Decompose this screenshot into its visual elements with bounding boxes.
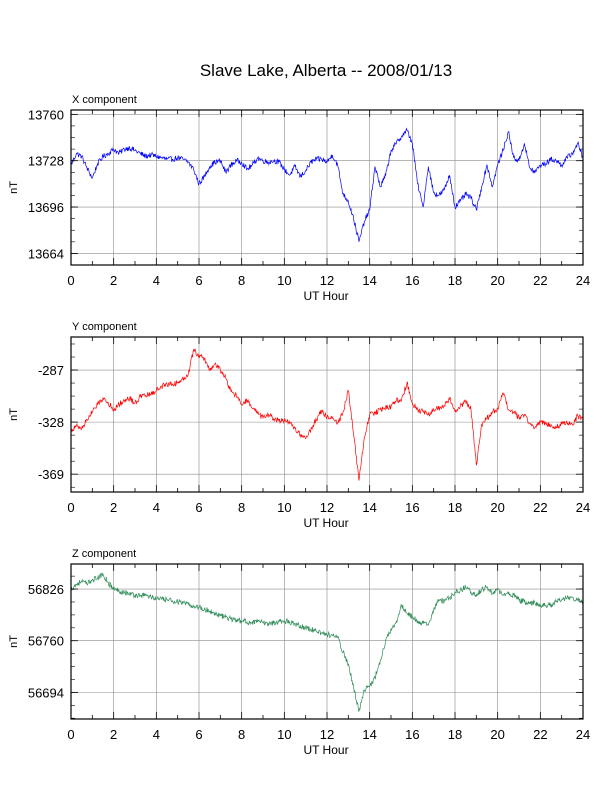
x-tick-label: 4	[153, 500, 160, 515]
x-tick-label: 12	[320, 273, 334, 288]
page-title: Slave Lake, Alberta -- 2008/01/13	[200, 61, 452, 80]
x-tick-label: 14	[362, 500, 376, 515]
x-tick-label: 18	[448, 500, 462, 515]
x-tick-label: 20	[490, 273, 504, 288]
x-tick-label: 18	[448, 727, 462, 742]
z-y-axis-label: nT	[8, 635, 20, 648]
y-x-axis-label: UT Hour	[303, 516, 348, 530]
x-tick-label: 12	[320, 500, 334, 515]
x-tick-label: 16	[405, 273, 419, 288]
y-tick-label: -287	[38, 363, 64, 378]
x-tick-label: 20	[490, 500, 504, 515]
x-tick-label: 12	[320, 727, 334, 742]
x-tick-label: 20	[490, 727, 504, 742]
x-y-axis-label: nT	[8, 181, 20, 194]
y-tick-label: 13728	[28, 154, 64, 169]
x-tick-label: 22	[533, 273, 547, 288]
x-tick-label: 10	[277, 273, 291, 288]
y-tick-label: -369	[38, 467, 64, 482]
x-tick-label: 24	[576, 727, 590, 742]
z-component-trace	[70, 572, 584, 712]
y-tick-label: 13760	[28, 107, 64, 122]
x-tick-label: 24	[576, 500, 590, 515]
x-tick-label: 22	[533, 500, 547, 515]
z-panel-title: Z component	[72, 548, 136, 560]
x-tick-label: 0	[67, 273, 74, 288]
x-tick-label: 4	[153, 273, 160, 288]
x-tick-label: 14	[362, 273, 376, 288]
x-tick-label: 2	[110, 273, 117, 288]
x-x-axis-label: UT Hour	[303, 289, 348, 303]
y-tick-label: 56694	[28, 685, 64, 700]
x-tick-label: 14	[362, 727, 376, 742]
z-x-axis-label: UT Hour	[303, 743, 348, 757]
y-component-trace	[70, 348, 584, 481]
x-tick-label: 18	[448, 273, 462, 288]
y-tick-label: 13696	[28, 200, 64, 215]
x-tick-label: 10	[277, 727, 291, 742]
x-tick-label: 24	[576, 273, 590, 288]
y-panel-title: Y component	[72, 321, 137, 333]
x-tick-label: 6	[195, 273, 202, 288]
x-tick-label: 4	[153, 727, 160, 742]
x-tick-label: 8	[238, 500, 245, 515]
x-tick-label: 10	[277, 500, 291, 515]
x-tick-label: 22	[533, 727, 547, 742]
x-tick-label: 2	[110, 727, 117, 742]
x-tick-label: 8	[238, 727, 245, 742]
x-tick-label: 0	[67, 500, 74, 515]
x-component-trace	[70, 127, 584, 242]
y-tick-label: -328	[38, 415, 64, 430]
x-tick-label: 6	[195, 500, 202, 515]
x-panel-title: X component	[72, 94, 137, 106]
x-tick-label: 6	[195, 727, 202, 742]
x-tick-label: 2	[110, 500, 117, 515]
x-tick-label: 8	[238, 273, 245, 288]
x-component-chart: 0 2 4 6 8 10 12 14 16 18 20 22 241366413696137281376…	[8, 94, 590, 303]
x-tick-label: 16	[405, 500, 419, 515]
y-tick-label: 56760	[28, 634, 64, 649]
x-tick-label: 0	[67, 727, 74, 742]
y-tick-label: 13664	[28, 246, 64, 261]
y-y-axis-label: nT	[8, 408, 20, 421]
y-tick-label: 56826	[28, 582, 64, 597]
x-tick-label: 16	[405, 727, 419, 742]
